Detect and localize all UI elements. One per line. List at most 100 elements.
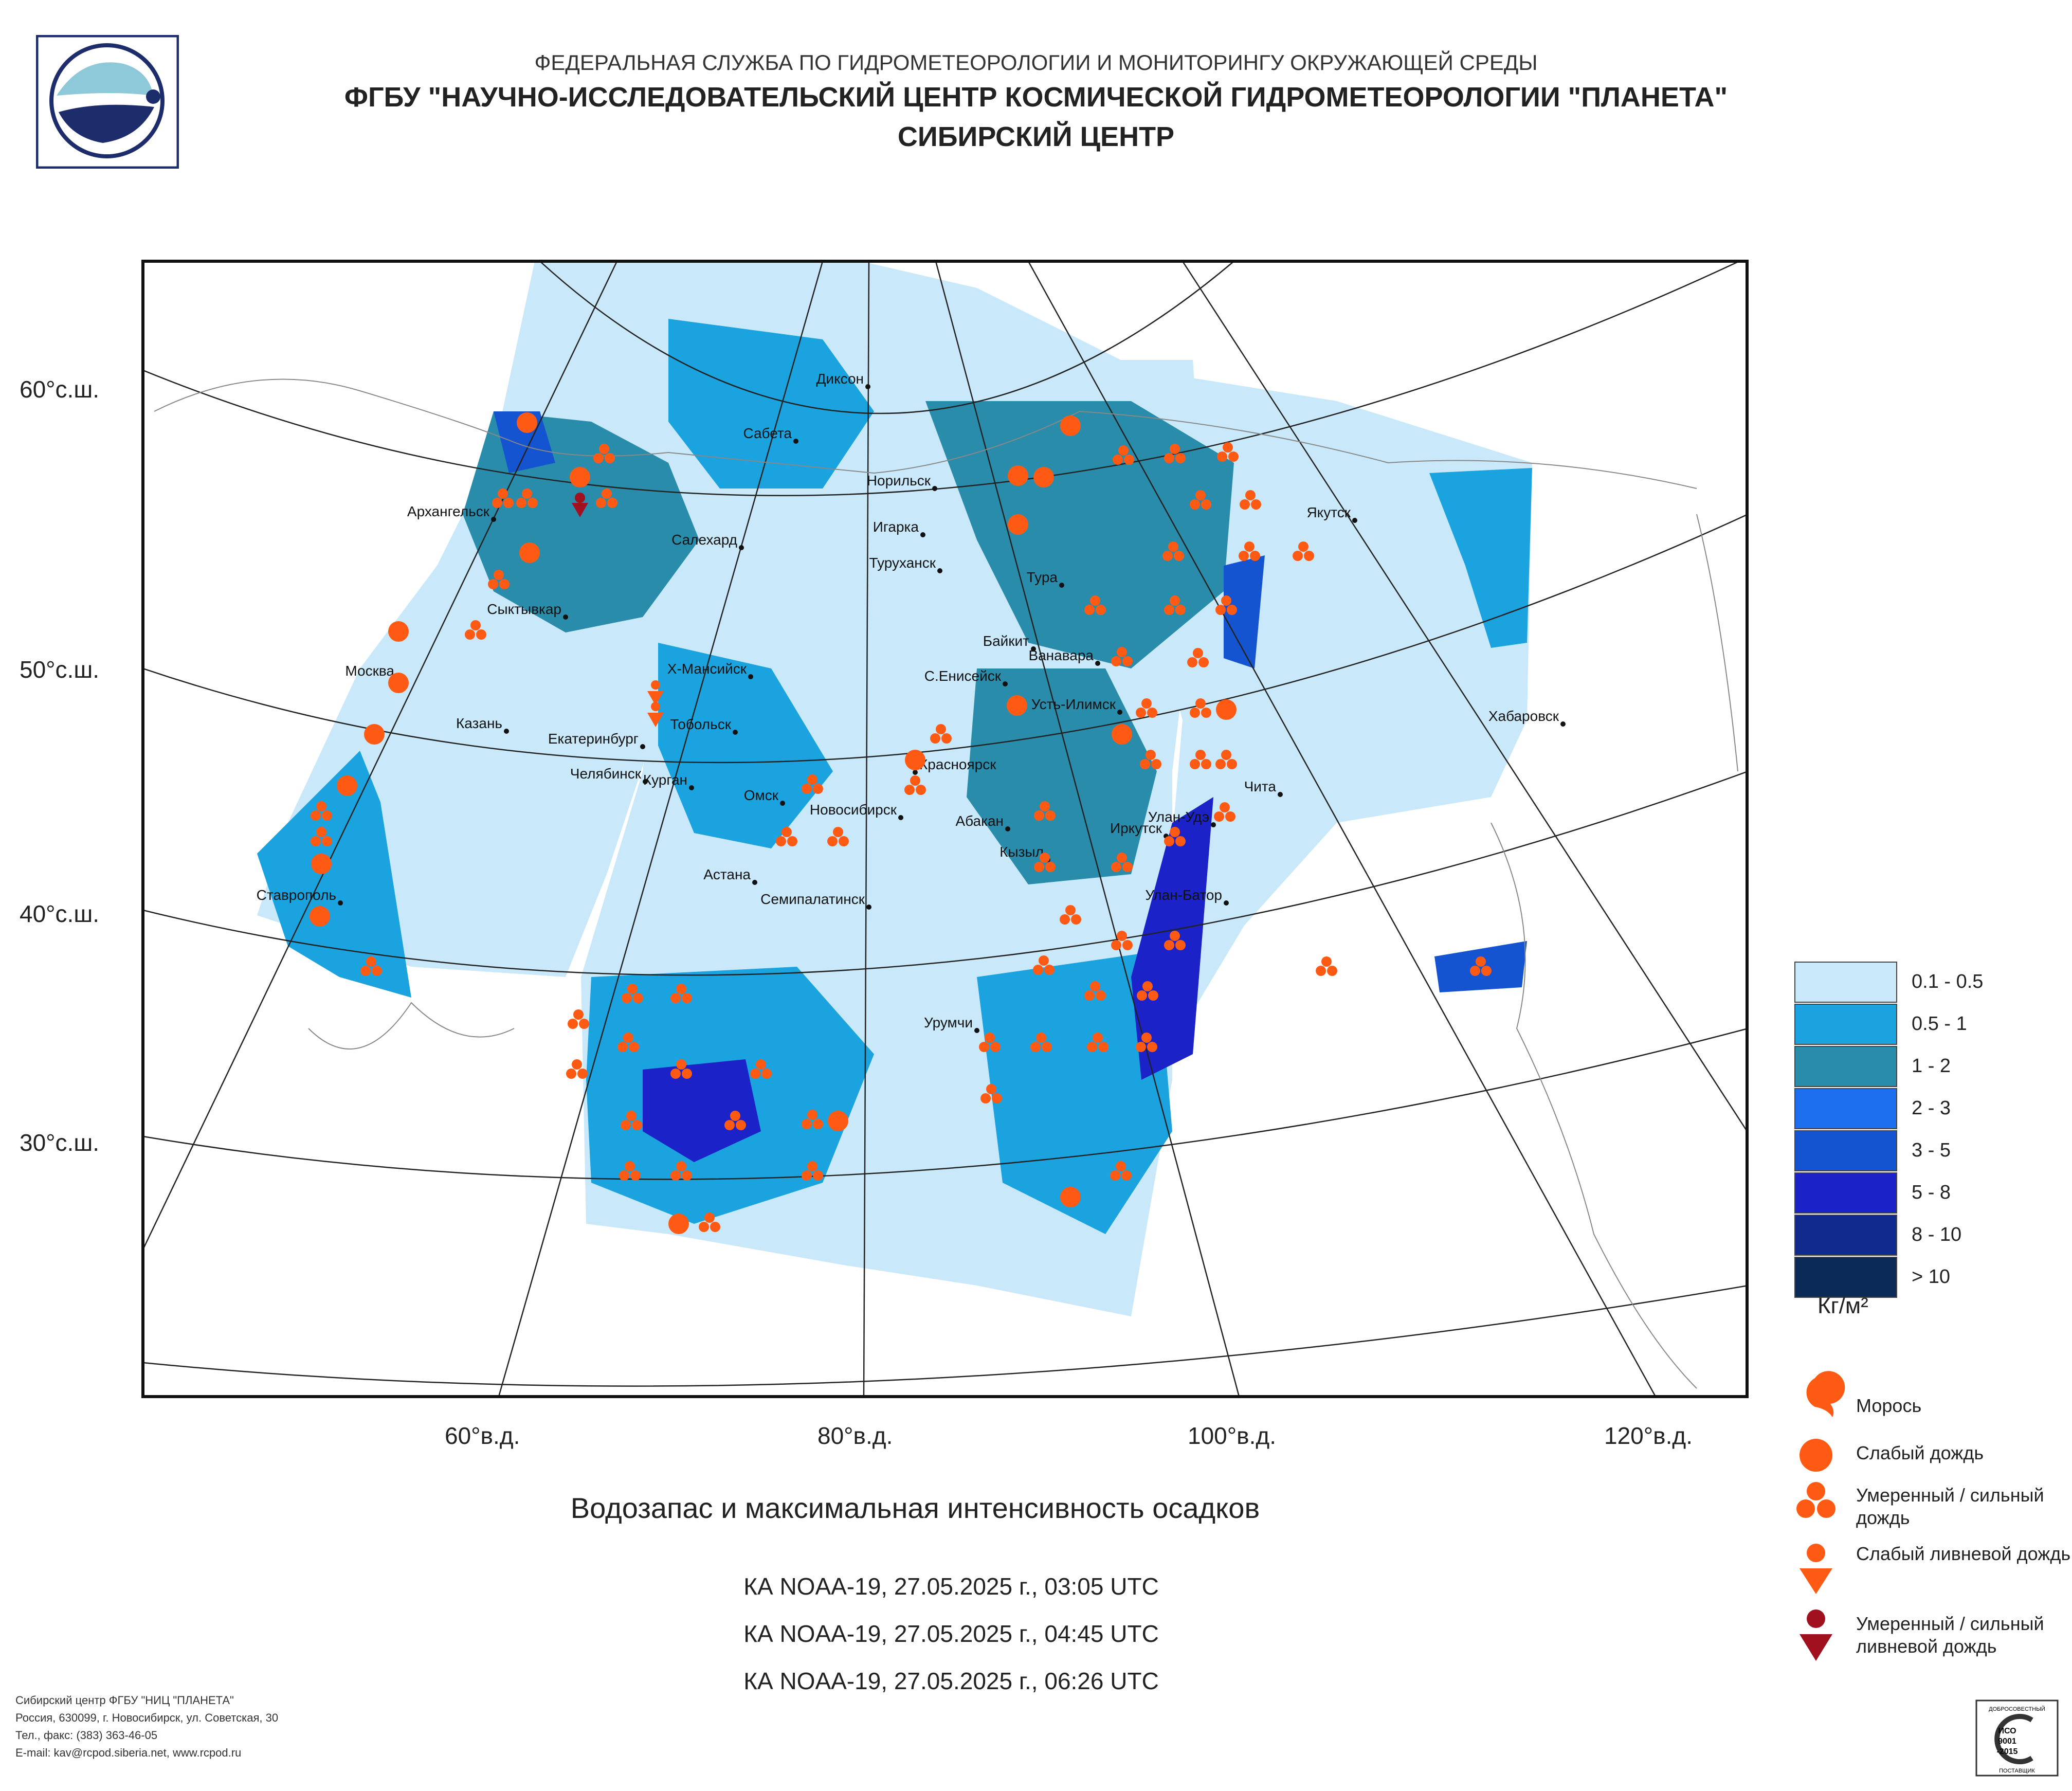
moderate-rain-mark	[736, 1120, 746, 1130]
light-rain-mark	[337, 775, 357, 796]
moderate-rain-mark	[1111, 862, 1121, 872]
city-label: Иркутск	[1110, 820, 1162, 836]
light-rain-mark	[1060, 415, 1081, 436]
footer-contacts: Сибирский центр ФГБУ "НИЦ "ПЛАНЕТА" Росс…	[15, 1692, 278, 1762]
moderate-rain-mark	[360, 966, 371, 976]
cloud-mid-3	[925, 401, 1234, 668]
moderate-rain-mark	[1245, 490, 1256, 500]
moderate-rain-mark	[1227, 759, 1237, 769]
moderate-rain-mark	[1190, 708, 1200, 718]
cloud-high-2	[643, 1059, 761, 1162]
moderate-rain-mark	[1045, 810, 1056, 821]
light-rain-mark	[1008, 514, 1028, 535]
moderate-rain-mark	[1250, 551, 1260, 561]
moderate-rain-mark	[1136, 708, 1146, 718]
moderate-rain-mark	[670, 1069, 681, 1079]
city-label: Красноярск	[919, 756, 996, 772]
moderate-rain-mark	[516, 498, 526, 508]
city-label: Тура	[1027, 569, 1058, 585]
lat-label-60: 60°с.ш.	[20, 376, 100, 403]
moderate-rain-mark	[1117, 647, 1127, 657]
header-agency: ФЕДЕРАЛЬНАЯ СЛУЖБА ПО ГИДРОМЕТЕОРОЛОГИИ …	[534, 50, 1538, 75]
moderate-rain-mark	[1240, 499, 1250, 510]
moderate-rain-mark	[1215, 759, 1226, 769]
moderate-rain-mark	[599, 444, 609, 454]
parallel-80	[539, 261, 1234, 414]
moderate-rain-mark	[930, 733, 940, 744]
iso-mid2: 9001	[1998, 1737, 2016, 1746]
moderate-rain-mark	[629, 1042, 639, 1052]
moderate-rain-mark	[802, 1119, 812, 1129]
moderate-rain-mark	[802, 1170, 812, 1181]
city-label: Диксон	[816, 371, 864, 387]
moderate-rain-mark	[1071, 914, 1081, 925]
moderate-rain-mark	[577, 1069, 588, 1079]
moderate-rain-mark	[1195, 490, 1206, 500]
moderate-rain-mark	[1034, 810, 1044, 821]
moderate-rain-mark	[1117, 931, 1127, 941]
moderate-rain-mark	[936, 724, 946, 734]
city-dot	[491, 517, 496, 522]
moderate-rain-mark	[366, 956, 376, 967]
moderate-rain-mark	[1187, 657, 1197, 667]
city-dot	[752, 880, 757, 885]
city-label: Туруханск	[869, 555, 936, 571]
moderate-rain-icon	[1796, 1482, 1835, 1518]
moderate-rain-mark	[1239, 551, 1249, 561]
moderate-rain-mark	[488, 579, 498, 589]
moderate-rain-mark	[617, 1042, 628, 1052]
moderate-rain-mark	[1096, 605, 1106, 615]
legend-swatch	[1794, 1088, 1897, 1129]
moderate-rain-mark	[1223, 442, 1233, 453]
moderate-rain-mark	[621, 1120, 631, 1130]
moderate-rain-mark	[1040, 801, 1050, 811]
city-label: Семипалатинск	[760, 891, 865, 907]
pass-1: КА NOAA-19, 27.05.2025 г., 03:05 UTC	[743, 1573, 1159, 1600]
city-dot	[1211, 822, 1216, 827]
swath-southwest	[257, 751, 411, 998]
moderate-rain-mark	[1111, 940, 1121, 950]
moderate-rain-mark	[676, 1161, 686, 1171]
city-label: Игарка	[873, 519, 919, 535]
moderate-rain-mark	[1190, 499, 1200, 510]
moderate-rain-mark	[1228, 451, 1239, 462]
light-rain-mark	[668, 1214, 689, 1234]
moderate-rain-mark	[1117, 853, 1127, 863]
moderate-rain-mark	[833, 827, 843, 837]
moderate-rain-mark	[1220, 802, 1230, 812]
city-dot	[338, 900, 343, 906]
cloud-east-coast	[1429, 468, 1532, 648]
footer-line: Сибирский центр ФГБУ "НИЦ "ПЛАНЕТА"	[15, 1694, 234, 1707]
moderate-rain-mark	[492, 498, 502, 508]
moderate-rain-mark	[1042, 1042, 1052, 1052]
light-rain-mark	[388, 673, 409, 693]
heavy-shower-icon	[1800, 1609, 1832, 1661]
moderate-rain-mark	[1481, 966, 1492, 976]
moderate-rain-mark	[1170, 595, 1180, 606]
moderate-rain-mark	[1084, 605, 1095, 615]
moderate-rain-mark	[807, 1161, 817, 1171]
moderate-rain-mark	[316, 801, 326, 811]
moderate-rain-mark	[730, 1111, 740, 1121]
moderate-rain-mark	[670, 1170, 681, 1181]
iso-badge: ДОБРОСОВЕСТНЫЙ ИСО 9001 -2015 ПОСТАВЩИК	[1975, 1699, 2059, 1777]
city-label: Сыктывкар	[487, 601, 561, 617]
lat-label-40: 40°с.ш.	[20, 900, 100, 927]
legend-swatch	[1794, 962, 1897, 1003]
lon-label-100: 100°в.д.	[1188, 1422, 1276, 1449]
moderate-rain-mark	[503, 498, 514, 508]
lon-label-60: 60°в.д.	[445, 1422, 520, 1449]
city-label: Астана	[703, 866, 751, 882]
moderate-rain-mark	[579, 1019, 589, 1029]
moderate-rain-mark	[1221, 750, 1231, 760]
moderate-rain-mark	[676, 984, 686, 994]
moderate-rain-mark	[1142, 981, 1153, 991]
city-dot	[643, 779, 648, 784]
parallel-40	[143, 1028, 1747, 1180]
city-label: Челябинск	[570, 766, 642, 782]
cloud-mid-2	[668, 319, 874, 489]
moderate-rain-mark	[1146, 750, 1156, 760]
light-shower-icon	[1800, 1544, 1832, 1594]
moderate-rain-mark	[776, 836, 786, 846]
city-dot	[793, 439, 798, 444]
